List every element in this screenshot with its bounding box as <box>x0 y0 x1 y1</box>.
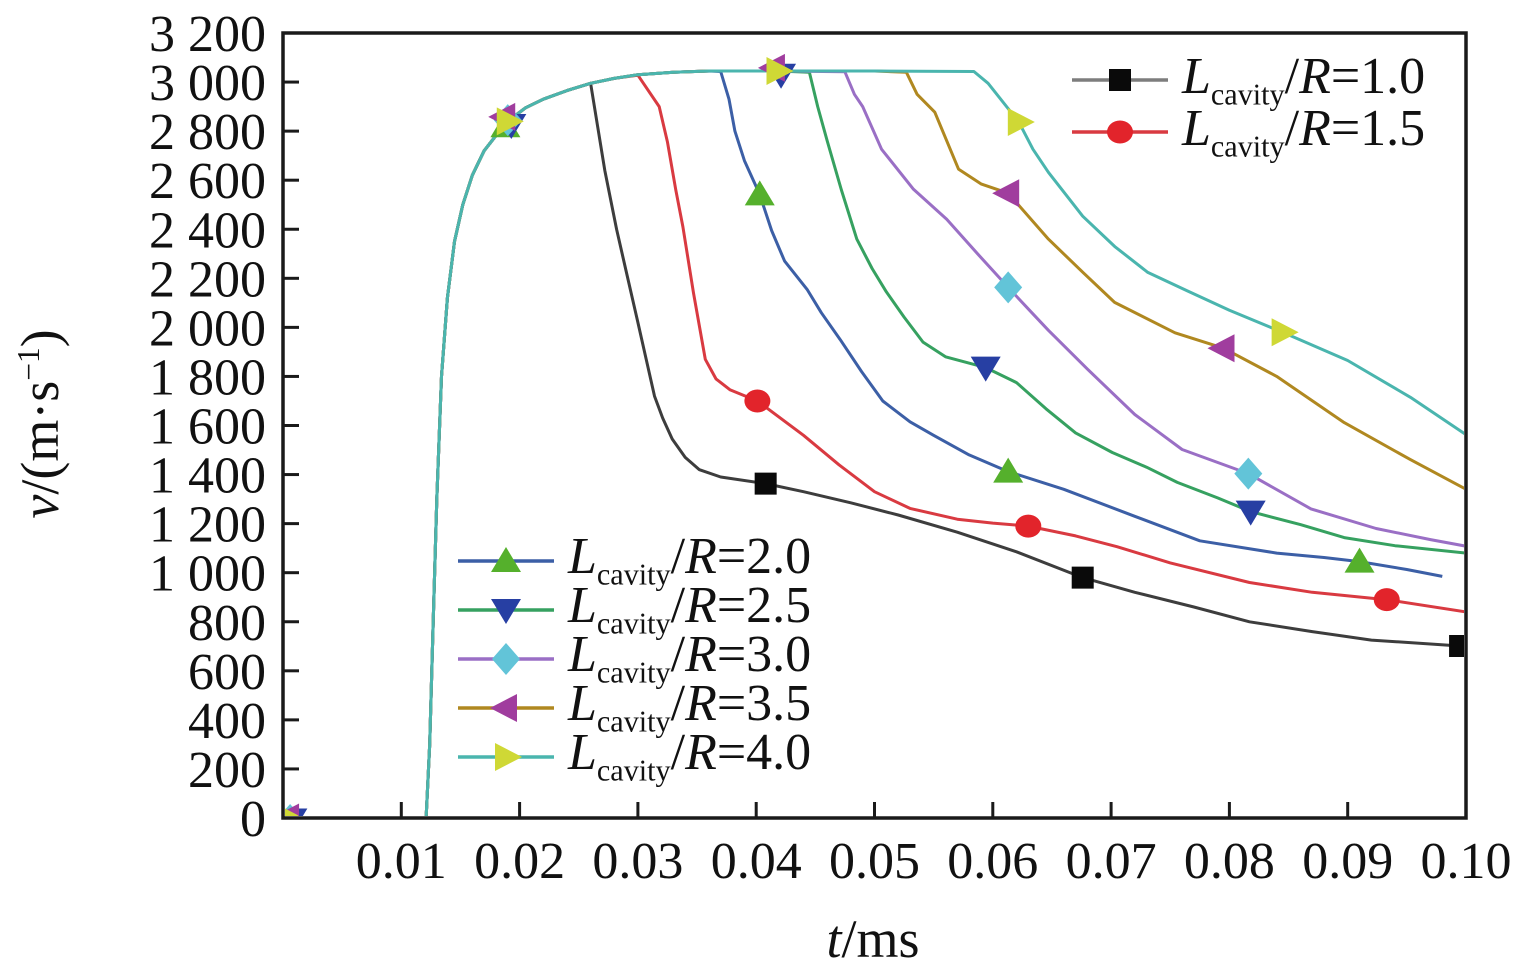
legend-swatch-icon <box>458 642 554 675</box>
x-tick-label: 0.07 <box>1066 833 1157 890</box>
legend-swatch-icon <box>458 598 554 624</box>
triangle-right-marker-icon <box>495 742 522 771</box>
x-tick-label: 0.02 <box>474 833 565 890</box>
y-tick-label: 2 400 <box>149 202 266 259</box>
legend-label: Lcavity/R=2.5 <box>568 577 812 641</box>
triangle-down-marker-icon <box>1235 500 1266 526</box>
y-tick-label: 400 <box>188 693 266 750</box>
triangle-right-marker-icon <box>496 107 524 136</box>
legend-swatch-icon <box>1072 69 1168 91</box>
legend-item: Lcavity/R=2.5 <box>456 580 811 639</box>
series-line-4.0 <box>424 69 1464 816</box>
legend-label: Lcavity/R=3.0 <box>568 626 812 690</box>
legend-label: Lcavity/R=2.0 <box>568 528 812 592</box>
x-tick-label: 0.06 <box>947 833 1038 890</box>
y-tick-label: 3 200 <box>149 6 266 63</box>
x-tick-label: 0.01 <box>356 833 447 890</box>
y-tick-label: 2 000 <box>149 300 266 357</box>
legend-label: Lcavity/R=3.5 <box>568 675 812 739</box>
tick-labels: 0.01 0.02 0.03 0.04 0.05 0.06 0.07 0.08 0.09 0.10… <box>149 6 1512 890</box>
y-axis-label: v/(m·s−1) <box>10 329 70 519</box>
y-tick-label: 800 <box>188 595 266 652</box>
legend-swatch-icon <box>458 742 554 771</box>
legend-top-right: Lcavity/R=1.0 Lcavity/R=1.5 <box>1070 50 1425 161</box>
legend-swatch-icon <box>1072 120 1168 144</box>
legend-item: Lcavity/R=3.0 <box>456 629 811 688</box>
x-tick-label: 0.09 <box>1302 833 1393 890</box>
plot-frame <box>281 31 1468 820</box>
legend-label: Lcavity/R=4.0 <box>568 724 812 788</box>
y-tick-label: 2 800 <box>149 104 266 161</box>
legend-label: Lcavity/R=1.5 <box>1182 99 1426 164</box>
triangle-right-marker-icon <box>1007 108 1035 137</box>
triangle-up-marker-icon <box>1344 547 1375 573</box>
y-tick-label: 0 <box>240 791 266 848</box>
legend-label: Lcavity/R=1.0 <box>1182 47 1426 112</box>
y-tick-label: 1 400 <box>149 448 266 505</box>
triangle-up-marker-icon <box>744 180 775 206</box>
triangle-right-marker-icon <box>766 57 794 86</box>
x-axis-label: t/ms <box>826 909 920 969</box>
circle-marker-icon <box>1107 120 1133 144</box>
legend-item: Lcavity/R=2.0 <box>456 531 811 590</box>
triangle-up-marker-icon <box>491 546 521 572</box>
legend-item: Lcavity/R=1.5 <box>1070 102 1425 161</box>
triangle-left-marker-icon <box>490 693 517 722</box>
legend-item: Lcavity/R=4.0 <box>456 727 811 786</box>
x-tick-label: 0.10 <box>1421 833 1512 890</box>
triangle-left-marker-icon <box>992 179 1020 208</box>
circle-marker-icon <box>1373 588 1400 612</box>
series-markers <box>285 53 1464 816</box>
legend-swatch-icon <box>458 546 554 572</box>
diamond-marker-icon <box>1234 457 1263 490</box>
square-marker-icon <box>1109 69 1131 91</box>
y-tick-label: 1 000 <box>149 546 266 603</box>
triangle-down-marker-icon <box>491 598 521 624</box>
x-tick-label: 0.04 <box>711 833 802 890</box>
y-tick-label: 1 200 <box>149 497 266 554</box>
x-tick-label: 0.05 <box>829 833 920 890</box>
diamond-marker-icon <box>994 271 1023 304</box>
circle-marker-icon <box>1015 514 1042 538</box>
y-tick-label: 600 <box>188 644 266 701</box>
axis-ticks <box>284 80 1350 817</box>
y-tick-label: 200 <box>188 742 266 799</box>
triangle-up-marker-icon <box>993 457 1024 483</box>
square-marker-icon <box>1449 635 1464 658</box>
square-marker-icon <box>754 472 777 495</box>
y-tick-label: 2 200 <box>149 251 266 308</box>
y-tick-label: 2 600 <box>149 153 266 210</box>
y-tick-label: 1 600 <box>149 399 266 456</box>
triangle-down-marker-icon <box>970 356 1001 382</box>
y-tick-label: 1 800 <box>149 349 266 406</box>
triangle-left-marker-icon <box>1207 334 1235 363</box>
diamond-marker-icon <box>492 642 520 675</box>
legend-item: Lcavity/R=1.0 <box>1070 50 1425 109</box>
x-tick-label: 0.03 <box>592 833 683 890</box>
triangle-right-marker-icon <box>1271 318 1299 347</box>
x-tick-label: 0.08 <box>1184 833 1275 890</box>
square-marker-icon <box>1071 566 1094 589</box>
legend-center-left: Lcavity/R=2.0 Lcavity/R=2.5 Lcavity/R=3.… <box>456 531 811 786</box>
circle-marker-icon <box>744 389 771 413</box>
y-tick-label: 3 000 <box>149 55 266 112</box>
legend-item: Lcavity/R=3.5 <box>456 678 811 737</box>
legend-swatch-icon <box>458 693 554 722</box>
triangle-right-marker-icon <box>285 808 299 816</box>
